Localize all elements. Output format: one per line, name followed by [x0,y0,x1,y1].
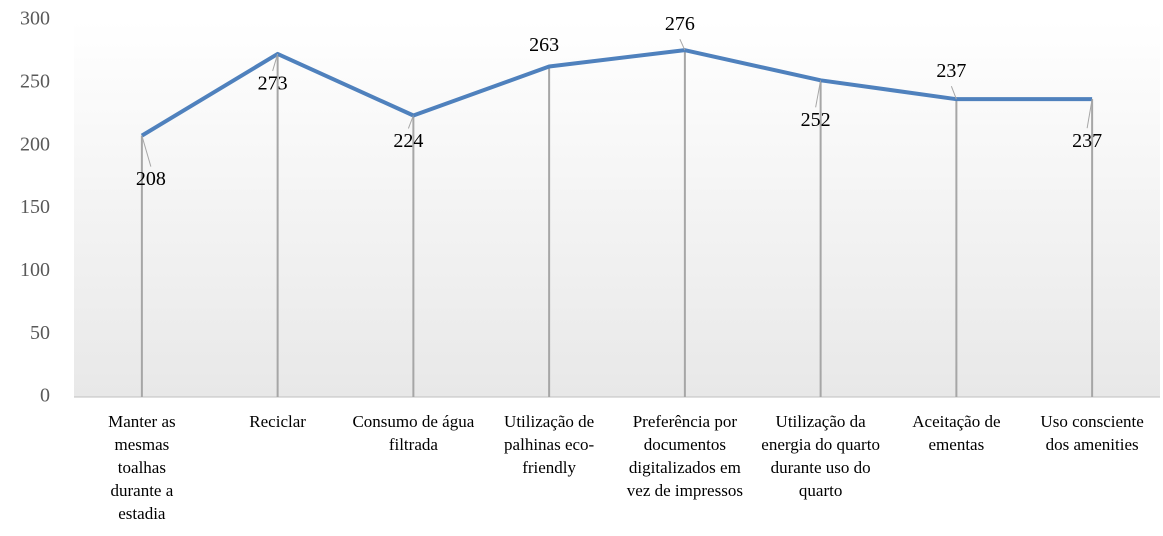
data-label: 252 [801,109,831,131]
x-tick-label: Uso consciente dos amenities [1040,412,1144,454]
y-tick-label: 50 [30,322,50,344]
leader-line [407,115,414,129]
leader-line [950,85,957,100]
y-tick-label: 250 [20,70,50,92]
plot-background [74,20,1160,397]
x-tick-label: Manter as mesmas toalhas durante a estad… [108,412,176,523]
data-label: 224 [393,130,423,152]
y-tick-label: 300 [20,8,50,30]
data-label: 276 [665,13,695,35]
data-label: 208 [136,168,166,190]
leader-line [272,53,279,72]
y-tick-label: 100 [20,259,50,281]
x-tick-label: Utilização da energia do quarto durante … [761,412,880,500]
leader-line [679,38,686,51]
data-label: 237 [936,60,966,82]
x-tick-label: Utilização de palhinas eco-friendly [504,412,595,477]
data-label: 237 [1072,130,1102,152]
data-label: 273 [258,73,288,95]
x-tick-label: Reciclar [249,412,306,431]
x-tick-label: Consumo de água filtrada [352,412,475,454]
data-label: 263 [529,34,559,56]
leader-line [1086,99,1093,129]
y-tick-label: 0 [40,385,50,407]
x-tick-label: Preferência por documentos digitalizados… [626,412,743,500]
x-tick-label: Aceitação de ementas [912,412,1001,454]
leader-line [815,80,822,108]
y-tick-label: 200 [20,133,50,155]
series-line [140,48,1093,138]
y-tick-label: 150 [20,196,50,218]
leader-line [141,135,152,167]
